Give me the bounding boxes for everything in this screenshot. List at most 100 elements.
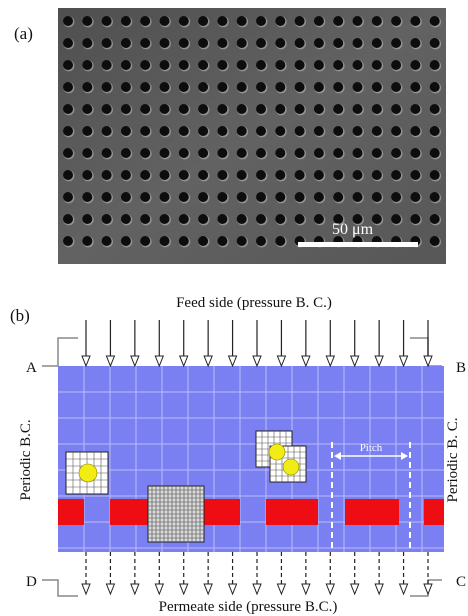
hole <box>313 82 324 92</box>
hole <box>275 38 286 48</box>
hole <box>236 126 247 136</box>
simulation-domain-diagram: Feed side (pressure B. C.) A B D C Pitch… <box>18 295 466 615</box>
feed-arrowhead <box>301 355 311 368</box>
permeate-arrowhead <box>423 583 433 596</box>
hole <box>275 60 286 70</box>
hole <box>217 60 228 70</box>
feed-arrowhead <box>154 355 165 368</box>
hole <box>410 214 421 224</box>
hole <box>198 126 209 136</box>
hole <box>410 38 421 48</box>
hole <box>140 148 151 158</box>
hole <box>82 236 93 246</box>
hole <box>371 170 382 180</box>
hole <box>178 60 189 70</box>
hole <box>63 126 73 136</box>
hole <box>63 236 73 246</box>
hole <box>275 16 286 26</box>
hole <box>101 214 112 224</box>
hole <box>352 148 363 158</box>
hole <box>391 126 402 136</box>
hole <box>101 16 112 26</box>
hole <box>313 214 324 224</box>
feed-arrowhead <box>203 355 213 368</box>
hole <box>140 126 151 136</box>
hole <box>313 38 324 48</box>
hole <box>159 214 170 224</box>
hole <box>63 170 73 180</box>
hole <box>236 214 247 224</box>
hole <box>82 104 93 114</box>
hole <box>410 148 421 158</box>
hole <box>391 38 402 48</box>
hole <box>198 82 209 92</box>
hole <box>294 60 305 70</box>
hole <box>294 16 305 26</box>
hole <box>294 82 305 92</box>
feed-arrowhead <box>178 355 189 368</box>
hole <box>352 214 363 224</box>
hole <box>333 104 344 114</box>
particle-right-upper <box>268 443 286 461</box>
hole <box>63 148 73 158</box>
hole <box>410 16 421 26</box>
hole <box>313 126 324 136</box>
hole <box>352 126 363 136</box>
pitch-arrowhead-right <box>401 452 408 460</box>
corner-c-label: C <box>456 574 466 590</box>
hole <box>178 192 189 202</box>
feed-arrowhead <box>423 355 433 368</box>
hole <box>256 214 266 224</box>
hole <box>429 236 440 246</box>
refined-mesh-patch-membrane <box>147 485 205 543</box>
membrane-block <box>266 499 318 525</box>
hole <box>256 60 266 70</box>
hole <box>120 16 131 26</box>
hole <box>391 82 402 92</box>
hole <box>120 60 131 70</box>
permeate-arrowhead <box>252 583 262 596</box>
hole <box>140 60 151 70</box>
hole <box>410 104 421 114</box>
corner-a-label: A <box>26 360 37 376</box>
hole <box>159 236 170 246</box>
hole <box>410 126 421 136</box>
hole <box>178 236 189 246</box>
hole <box>178 38 189 48</box>
hole <box>313 148 324 158</box>
hole <box>82 16 93 26</box>
permeate-arrowhead <box>349 583 360 596</box>
hole <box>429 214 440 224</box>
hole <box>352 82 363 92</box>
hole <box>410 60 421 70</box>
hole <box>294 170 305 180</box>
hole <box>159 16 170 26</box>
hole <box>391 148 402 158</box>
hole <box>275 236 286 246</box>
hole <box>294 38 305 48</box>
feed-arrowhead <box>105 355 116 368</box>
hole <box>410 170 421 180</box>
hole <box>275 126 286 136</box>
hole <box>178 104 189 114</box>
hole <box>120 170 131 180</box>
hole <box>101 148 112 158</box>
hole <box>82 148 93 158</box>
permeate-arrowhead <box>203 583 213 596</box>
hole <box>256 192 266 202</box>
hole <box>101 236 112 246</box>
hole <box>313 104 324 114</box>
hole <box>333 16 344 26</box>
hole <box>140 82 151 92</box>
sem-hole-array <box>63 16 442 248</box>
hole <box>333 214 344 224</box>
hole <box>198 104 209 114</box>
feed-arrowhead <box>325 355 336 368</box>
hole <box>82 82 93 92</box>
hole <box>178 170 189 180</box>
hole <box>217 82 228 92</box>
corner-d-label: D <box>26 574 37 590</box>
membrane-block <box>424 499 444 525</box>
hole <box>101 60 112 70</box>
hole <box>429 170 440 180</box>
